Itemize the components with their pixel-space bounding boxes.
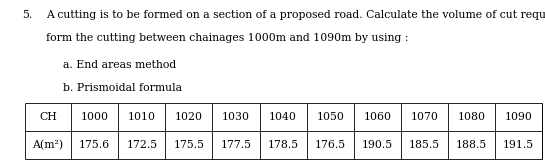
Text: 1090: 1090 xyxy=(505,112,532,122)
Text: 1060: 1060 xyxy=(364,112,391,122)
Text: A(m²): A(m²) xyxy=(32,140,63,150)
Text: a. End areas method: a. End areas method xyxy=(63,60,176,70)
Text: 1030: 1030 xyxy=(222,112,250,122)
Text: 177.5: 177.5 xyxy=(221,140,252,150)
Text: 185.5: 185.5 xyxy=(409,140,440,150)
Text: 1010: 1010 xyxy=(128,112,156,122)
Text: 176.5: 176.5 xyxy=(314,140,346,150)
Text: 175.5: 175.5 xyxy=(173,140,204,150)
Text: A cutting is to be formed on a section of a proposed road. Calculate the volume : A cutting is to be formed on a section o… xyxy=(46,10,545,20)
Text: 190.5: 190.5 xyxy=(362,140,393,150)
Text: 1070: 1070 xyxy=(410,112,438,122)
Text: 172.5: 172.5 xyxy=(126,140,158,150)
Text: 1050: 1050 xyxy=(316,112,344,122)
Text: 1000: 1000 xyxy=(81,112,108,122)
Text: 178.5: 178.5 xyxy=(268,140,299,150)
Text: 1020: 1020 xyxy=(175,112,203,122)
Text: 5.: 5. xyxy=(22,10,32,20)
Text: CH: CH xyxy=(39,112,57,122)
Text: 175.6: 175.6 xyxy=(79,140,110,150)
Text: 1080: 1080 xyxy=(458,112,486,122)
Text: 188.5: 188.5 xyxy=(456,140,487,150)
Text: 1040: 1040 xyxy=(269,112,297,122)
Text: b. Prismoidal formula: b. Prismoidal formula xyxy=(63,83,181,93)
Text: 191.5: 191.5 xyxy=(503,140,534,150)
Text: form the cutting between chainages 1000m and 1090m by using :: form the cutting between chainages 1000m… xyxy=(46,33,409,43)
